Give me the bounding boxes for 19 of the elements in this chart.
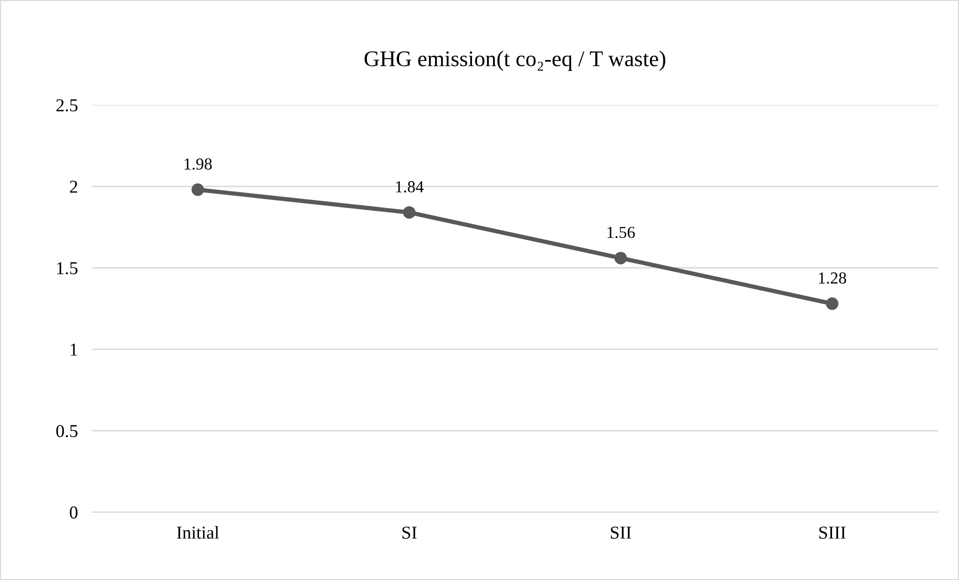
y-tick-label: 0.5 — [56, 424, 78, 438]
point — [614, 252, 627, 264]
x-tick-label: SII — [610, 526, 632, 539]
y-tick-label: 2 — [70, 180, 78, 193]
data-label: 1.28 — [819, 272, 846, 284]
y-tick-label: 1 — [70, 344, 78, 356]
point — [826, 297, 838, 310]
x-tick-label: SIII — [819, 526, 846, 539]
data-label: 1.98 — [184, 158, 212, 170]
point — [192, 183, 204, 196]
chart-title: GHG emission(t co₂-eq / T waste) — [364, 50, 666, 71]
x-tick-label: Initial — [176, 526, 219, 539]
data-label: 1.84 — [396, 181, 424, 192]
y-tick-label: 1.5 — [57, 262, 78, 274]
point — [403, 206, 416, 219]
x-tick-label: SI — [402, 526, 417, 539]
y-tick-label: 2.5 — [56, 99, 78, 112]
data-label: 1.56 — [608, 226, 635, 238]
y-tick-label: 0 — [70, 506, 78, 519]
